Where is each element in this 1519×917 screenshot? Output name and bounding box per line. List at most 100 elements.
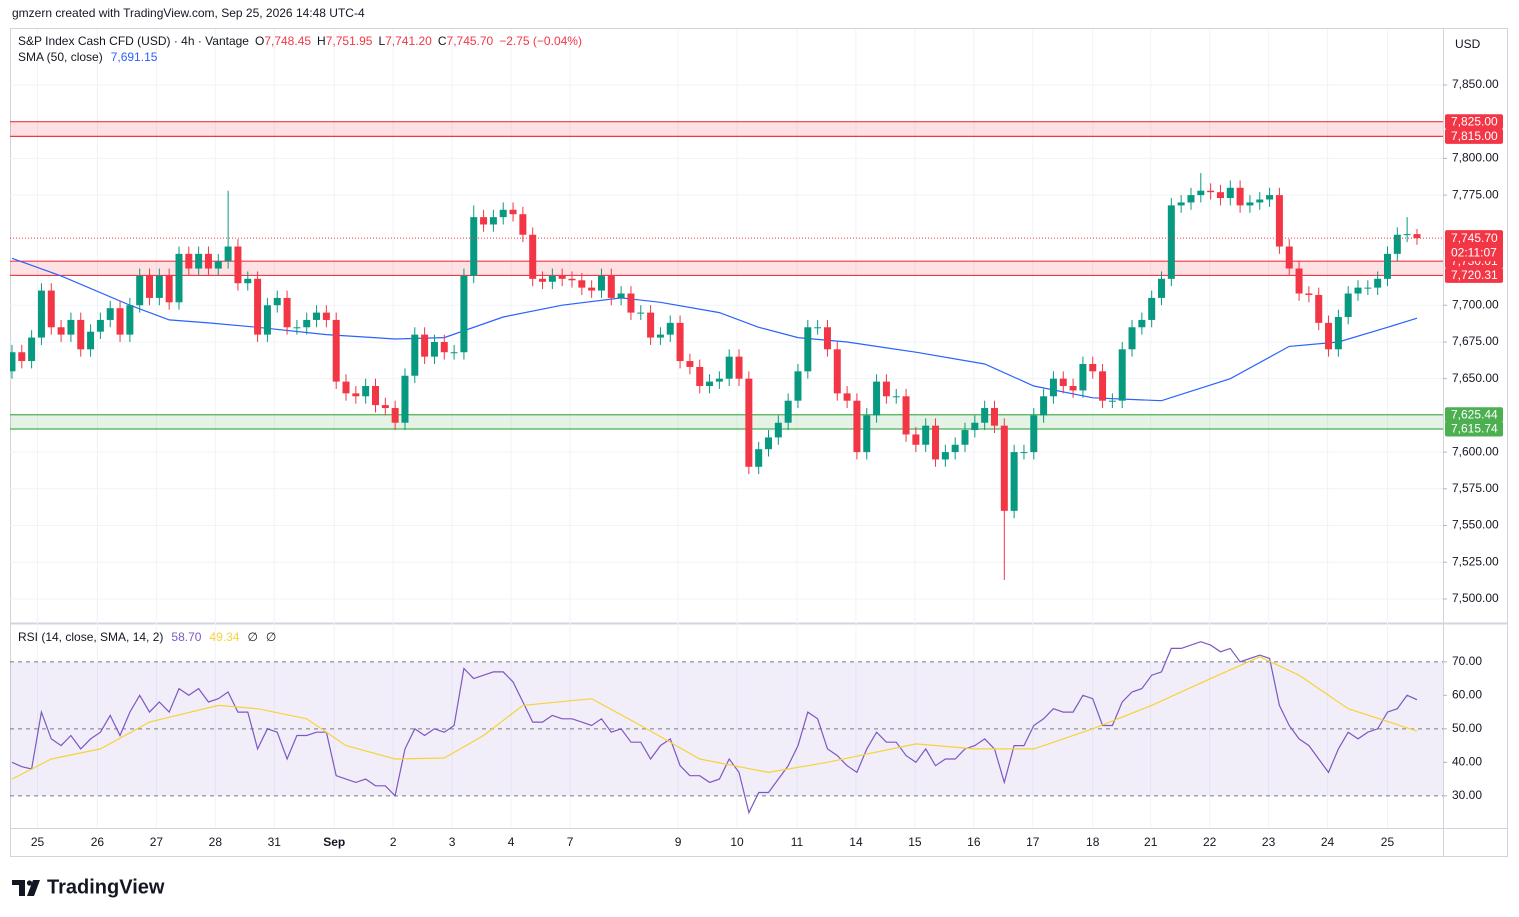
candle-body [1079, 363, 1087, 391]
candle-body [28, 337, 36, 362]
y-tick-label: 30.00 [1452, 788, 1482, 802]
rsi-line [11, 641, 1418, 815]
rsi-ma-line [11, 656, 1418, 780]
candle-body [715, 378, 723, 382]
candle-body [263, 305, 271, 335]
y-tick-label: 7,775.00 [1452, 187, 1499, 201]
y-tick-label: 7,850.00 [1452, 77, 1499, 91]
candle-body [932, 425, 940, 460]
candle-body [568, 278, 576, 281]
candle-body [381, 405, 389, 409]
ohlc-value: 7,745.70 [447, 34, 494, 48]
candle-body [981, 408, 989, 423]
candle-body [234, 246, 242, 284]
candle-body [244, 278, 252, 284]
candle-body [558, 275, 566, 279]
candle-body [293, 327, 301, 329]
candle-body [1099, 371, 1107, 401]
y-tick-label: 60.00 [1452, 688, 1482, 702]
countdown-label: 02:11:07 [1451, 245, 1497, 259]
rsi-value: 49.34 [209, 630, 239, 644]
candle-body [1275, 195, 1283, 247]
candle-body [165, 275, 173, 303]
zone-label: 7,825.00 [1451, 114, 1498, 128]
legend: S&P Index Cash CFD (USD) · 4h · Vantage O… [18, 34, 582, 644]
x-tick-label: 10 [730, 835, 744, 849]
y-tick-label: 7,500.00 [1452, 591, 1499, 605]
frame [10, 28, 1508, 857]
y-tick-label: 50.00 [1452, 721, 1482, 735]
x-tick-label: 17 [1026, 835, 1040, 849]
candle-body [735, 356, 743, 379]
candle-body [470, 217, 478, 276]
candle-body [686, 361, 694, 367]
candle-body [1403, 234, 1411, 236]
zone-label: 7,615.74 [1451, 422, 1498, 436]
candle-body [637, 312, 645, 314]
candle-body [1354, 287, 1362, 294]
rsi-legend: RSI (14, close, SMA, 14, 2) [18, 630, 163, 644]
candle-body [1256, 199, 1264, 203]
x-tick-label: 3 [449, 835, 456, 849]
candle-body [941, 452, 949, 460]
candle-body [1207, 190, 1215, 193]
sma-value: 7,691.15 [111, 50, 158, 64]
zone-label-box [1445, 114, 1503, 130]
candle-body [676, 322, 684, 362]
zone-label-box [1445, 128, 1503, 144]
candle-body [96, 319, 104, 332]
candle-body [391, 408, 399, 423]
candle-body [401, 375, 409, 423]
logo-text: TradingView [47, 876, 165, 898]
candle-body [1236, 187, 1244, 206]
symbol-label: S&P Index Cash CFD (USD) · 4h · Vantage [18, 34, 249, 48]
candle-body [313, 312, 321, 320]
x-tick-label: 2 [390, 835, 397, 849]
candle-body [922, 425, 930, 445]
candle-body [971, 422, 979, 431]
candle-body [1295, 268, 1303, 294]
x-tick-label: 18 [1086, 835, 1100, 849]
candle-body [499, 209, 507, 218]
candle-body [460, 275, 468, 353]
y-tick-label: 7,550.00 [1452, 518, 1499, 532]
candle-body [961, 430, 969, 445]
candle-body [1187, 195, 1195, 203]
y-tick-label: 40.00 [1452, 755, 1482, 769]
candle-body [57, 327, 65, 335]
candle-body [489, 217, 497, 225]
zone [10, 414, 1443, 429]
candle-body [1010, 452, 1018, 511]
candle-body [1138, 319, 1146, 328]
candle-body [1167, 205, 1175, 279]
y-tick-label: 7,675.00 [1452, 334, 1499, 348]
zone-label: 7,720.31 [1451, 268, 1498, 282]
ohlc-value: 7,741.20 [385, 34, 432, 48]
last-price-label: 7,745.70 [1451, 231, 1498, 245]
zone-label-box [1445, 407, 1503, 423]
rsi-pane [10, 641, 1443, 815]
candle-body [146, 275, 154, 298]
candle-body [450, 352, 458, 354]
candle-body [843, 393, 851, 401]
candle-body [332, 319, 340, 382]
x-tick-label: 9 [675, 835, 682, 849]
ohlc-label: H [317, 34, 326, 48]
candle-body [607, 275, 615, 298]
candle-body [873, 381, 881, 416]
candle-body [617, 293, 625, 298]
candle-body [519, 214, 527, 235]
candle-body [588, 287, 596, 291]
logo-icon [12, 880, 40, 896]
candle-body [1069, 386, 1077, 391]
candle-body [1344, 293, 1352, 317]
candle-body [1266, 195, 1274, 200]
candle-body [421, 334, 429, 357]
x-tick-label: 25 [1381, 835, 1395, 849]
candle-body [892, 396, 900, 398]
candle-body [1020, 452, 1028, 454]
candle-body [597, 275, 605, 291]
x-tick-label: 25 [31, 835, 45, 849]
y-tick-label: 7,575.00 [1452, 481, 1499, 495]
